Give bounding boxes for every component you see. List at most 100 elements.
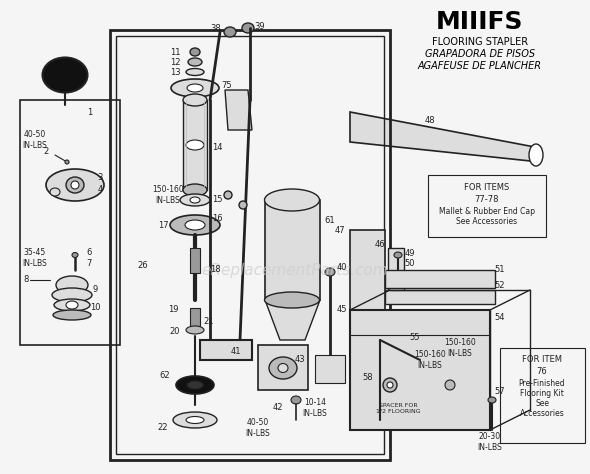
Text: AGAFEUSE DE PLANCHER: AGAFEUSE DE PLANCHER [418, 61, 542, 71]
Text: 43: 43 [294, 356, 305, 365]
Text: 20: 20 [170, 328, 181, 337]
Ellipse shape [46, 169, 104, 201]
Ellipse shape [173, 412, 217, 428]
Text: 7: 7 [86, 258, 91, 267]
Text: 49: 49 [405, 249, 415, 258]
Ellipse shape [445, 380, 455, 390]
Text: 40: 40 [337, 264, 348, 273]
Text: 48: 48 [425, 116, 435, 125]
Text: 21: 21 [204, 318, 214, 327]
Text: 10: 10 [90, 303, 100, 312]
Text: 8: 8 [24, 275, 29, 284]
Text: 75: 75 [222, 81, 232, 90]
Bar [428, 175, 546, 237]
Ellipse shape [383, 378, 397, 392]
Ellipse shape [72, 253, 78, 257]
Bar [388, 248, 404, 298]
Ellipse shape [66, 177, 84, 193]
Text: Accessories: Accessories [520, 410, 565, 419]
Text: 13: 13 [170, 67, 181, 76]
Text: See: See [535, 400, 549, 409]
Bar [385, 270, 495, 288]
Text: 42: 42 [273, 403, 283, 412]
Ellipse shape [66, 301, 78, 309]
Text: 14: 14 [212, 144, 222, 153]
Ellipse shape [52, 288, 92, 302]
Text: MIIIFS: MIIIFS [436, 10, 524, 34]
Ellipse shape [224, 191, 232, 199]
Text: 18: 18 [209, 265, 220, 274]
Ellipse shape [278, 364, 288, 373]
Ellipse shape [56, 276, 88, 294]
Text: 52: 52 [495, 281, 505, 290]
Bar [350, 230, 385, 350]
Text: 54: 54 [495, 313, 505, 322]
Ellipse shape [65, 160, 69, 164]
Ellipse shape [183, 94, 207, 106]
Text: 40-50
IN-LBS: 40-50 IN-LBS [22, 130, 47, 150]
Text: 6: 6 [86, 247, 91, 256]
Text: Flooring Kit: Flooring Kit [520, 390, 564, 399]
Ellipse shape [71, 181, 79, 189]
Ellipse shape [190, 197, 200, 203]
Ellipse shape [325, 268, 335, 276]
Bar [500, 348, 585, 443]
Ellipse shape [239, 201, 247, 209]
Text: 150-160
IN-LBS: 150-160 IN-LBS [414, 350, 446, 370]
Text: 39: 39 [255, 21, 266, 30]
Bar [110, 30, 390, 460]
Ellipse shape [387, 382, 393, 388]
Ellipse shape [264, 292, 320, 308]
Ellipse shape [187, 381, 203, 389]
Ellipse shape [176, 376, 214, 394]
Text: FOR ITEM: FOR ITEM [522, 356, 562, 365]
Ellipse shape [54, 299, 90, 311]
Text: 2: 2 [44, 147, 48, 156]
Ellipse shape [488, 397, 496, 403]
Text: 62: 62 [160, 371, 171, 380]
Text: Pre-Finished: Pre-Finished [519, 380, 565, 389]
Text: 11: 11 [170, 47, 181, 56]
Text: Mallet & Rubber End Cap: Mallet & Rubber End Cap [439, 207, 535, 216]
Text: 76: 76 [537, 367, 548, 376]
Text: 50: 50 [405, 259, 415, 268]
Ellipse shape [224, 27, 236, 37]
Ellipse shape [170, 215, 220, 235]
Text: 46: 46 [375, 239, 385, 248]
Ellipse shape [394, 252, 402, 258]
Ellipse shape [264, 189, 320, 211]
Bar [315, 355, 345, 383]
Text: 26: 26 [137, 261, 148, 270]
Bar [190, 308, 200, 326]
Text: 15: 15 [212, 195, 222, 204]
Ellipse shape [187, 84, 203, 92]
Text: 9: 9 [93, 285, 97, 294]
Text: 51: 51 [495, 265, 505, 274]
Text: 55: 55 [409, 334, 420, 343]
Ellipse shape [183, 184, 207, 196]
Text: FLOORING STAPLER: FLOORING STAPLER [432, 37, 528, 47]
Text: FOR ITEMS: FOR ITEMS [464, 183, 510, 192]
Bar [265, 200, 320, 300]
Text: SPACER FOR
1/2 FLOORING: SPACER FOR 1/2 FLOORING [376, 402, 420, 413]
Text: 20-30
IN-LBS: 20-30 IN-LBS [478, 432, 502, 452]
Bar [350, 310, 490, 430]
Text: 17: 17 [158, 220, 168, 229]
Ellipse shape [529, 144, 543, 166]
Text: GRAPADORA DE PISOS: GRAPADORA DE PISOS [425, 49, 535, 59]
Ellipse shape [186, 326, 204, 334]
Polygon shape [225, 90, 252, 130]
Text: 35-45
IN-LBS: 35-45 IN-LBS [22, 248, 47, 268]
Ellipse shape [185, 220, 205, 230]
Ellipse shape [171, 79, 219, 97]
Text: 150-160
IN-LBS: 150-160 IN-LBS [152, 185, 184, 205]
Text: See Accessories: See Accessories [457, 217, 517, 226]
Ellipse shape [50, 188, 60, 196]
Ellipse shape [291, 396, 301, 404]
Text: 3: 3 [97, 173, 103, 182]
Text: 45: 45 [337, 306, 348, 315]
Ellipse shape [269, 357, 297, 379]
Ellipse shape [180, 194, 210, 206]
Text: 16: 16 [212, 213, 222, 222]
Text: 10-14
IN-LBS: 10-14 IN-LBS [303, 398, 327, 418]
